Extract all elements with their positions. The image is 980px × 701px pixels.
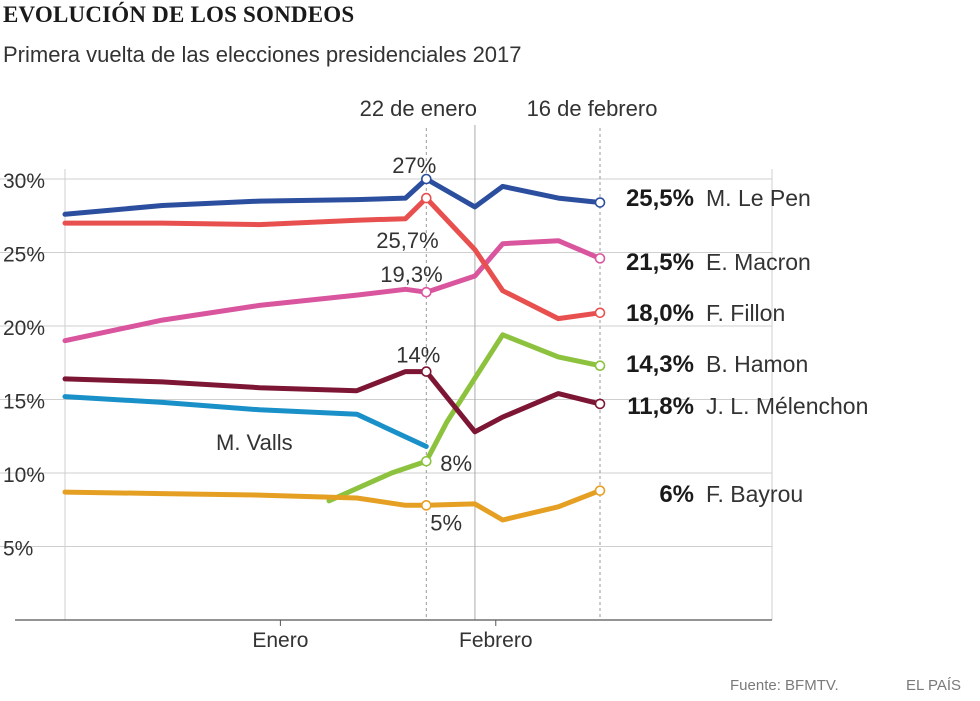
series-name-label: F. Fillon: [706, 300, 785, 326]
data-marker: [420, 500, 432, 511]
data-marker: [420, 192, 432, 204]
series-name-label: J. L. Mélenchon: [706, 393, 868, 419]
series-line-f-bayrou: [62, 488, 603, 523]
series-name-label: B. Hamon: [706, 351, 808, 377]
y-tick-label: 25%: [3, 244, 45, 267]
data-label: 14%: [396, 343, 440, 368]
y-tick-label: 30%: [3, 170, 45, 193]
y-tick-label: 10%: [3, 464, 45, 487]
data-marker: [594, 360, 606, 371]
source-note: Fuente: BFMTV.: [730, 677, 839, 694]
data-marker: [594, 253, 606, 264]
end-value-label: 11,8%: [627, 393, 694, 420]
data-marker: [594, 398, 606, 410]
chart-title: EVOLUCIÓN DE LOS SONDEOS: [3, 2, 355, 27]
chart-subtitle: Primera vuelta de las elecciones preside…: [3, 42, 522, 67]
end-value-label: 6%: [659, 481, 694, 508]
y-tick-label: 5%: [3, 538, 33, 561]
brand-logo-text: EL PAÍS: [906, 677, 962, 694]
reference-line-label: 16 de febrero: [527, 96, 658, 121]
axis-layer: 5% 10% 15% 20% 25% 30% 22 de enero 16 de febrer…: [3, 96, 772, 652]
data-label: 19,3%: [380, 262, 442, 287]
x-tick-label: Febrero: [459, 629, 533, 652]
data-marker: [420, 286, 432, 298]
data-marker: [594, 197, 606, 208]
series-line-j-l-m-lenchon: [62, 369, 603, 435]
series-line-e-macron: [62, 238, 603, 344]
marker-layer: [420, 173, 606, 511]
reference-line-label: 22 de enero: [360, 96, 477, 121]
data-label: 27%: [392, 153, 436, 178]
series-name-label: E. Macron: [706, 249, 811, 275]
series-name-label: M. Le Pen: [706, 185, 811, 211]
y-tick-label: 15%: [3, 391, 45, 414]
series-name-label: F. Bayrou: [706, 481, 803, 507]
data-marker: [420, 366, 432, 377]
line-layer: [62, 176, 603, 523]
series-line-b-hamon: [326, 332, 603, 504]
end-value-label: 25,5%: [626, 185, 694, 212]
label-layer: 27% 25,5% M. Le Pen 19,3% 21,5% E. Macron 25,7…: [216, 153, 868, 535]
data-marker: [594, 485, 606, 496]
data-marker: [420, 173, 432, 185]
end-value-label: 21,5%: [626, 249, 694, 276]
series-inline-label: M. Valls: [216, 430, 293, 455]
y-tick-label: 20%: [3, 317, 45, 340]
end-value-label: 14,3%: [626, 351, 694, 378]
data-marker: [594, 307, 606, 319]
data-label: 5%: [430, 510, 462, 535]
series-line-f-fillon: [62, 195, 603, 322]
data-marker: [420, 455, 432, 467]
end-value-label: 18,0%: [626, 300, 694, 327]
data-label: 25,7%: [376, 228, 438, 253]
data-label: 8%: [440, 451, 472, 476]
series-line-m-le-pen: [62, 176, 603, 217]
x-tick-label: Enero: [252, 629, 308, 652]
series-line-m-valls: [62, 394, 429, 449]
